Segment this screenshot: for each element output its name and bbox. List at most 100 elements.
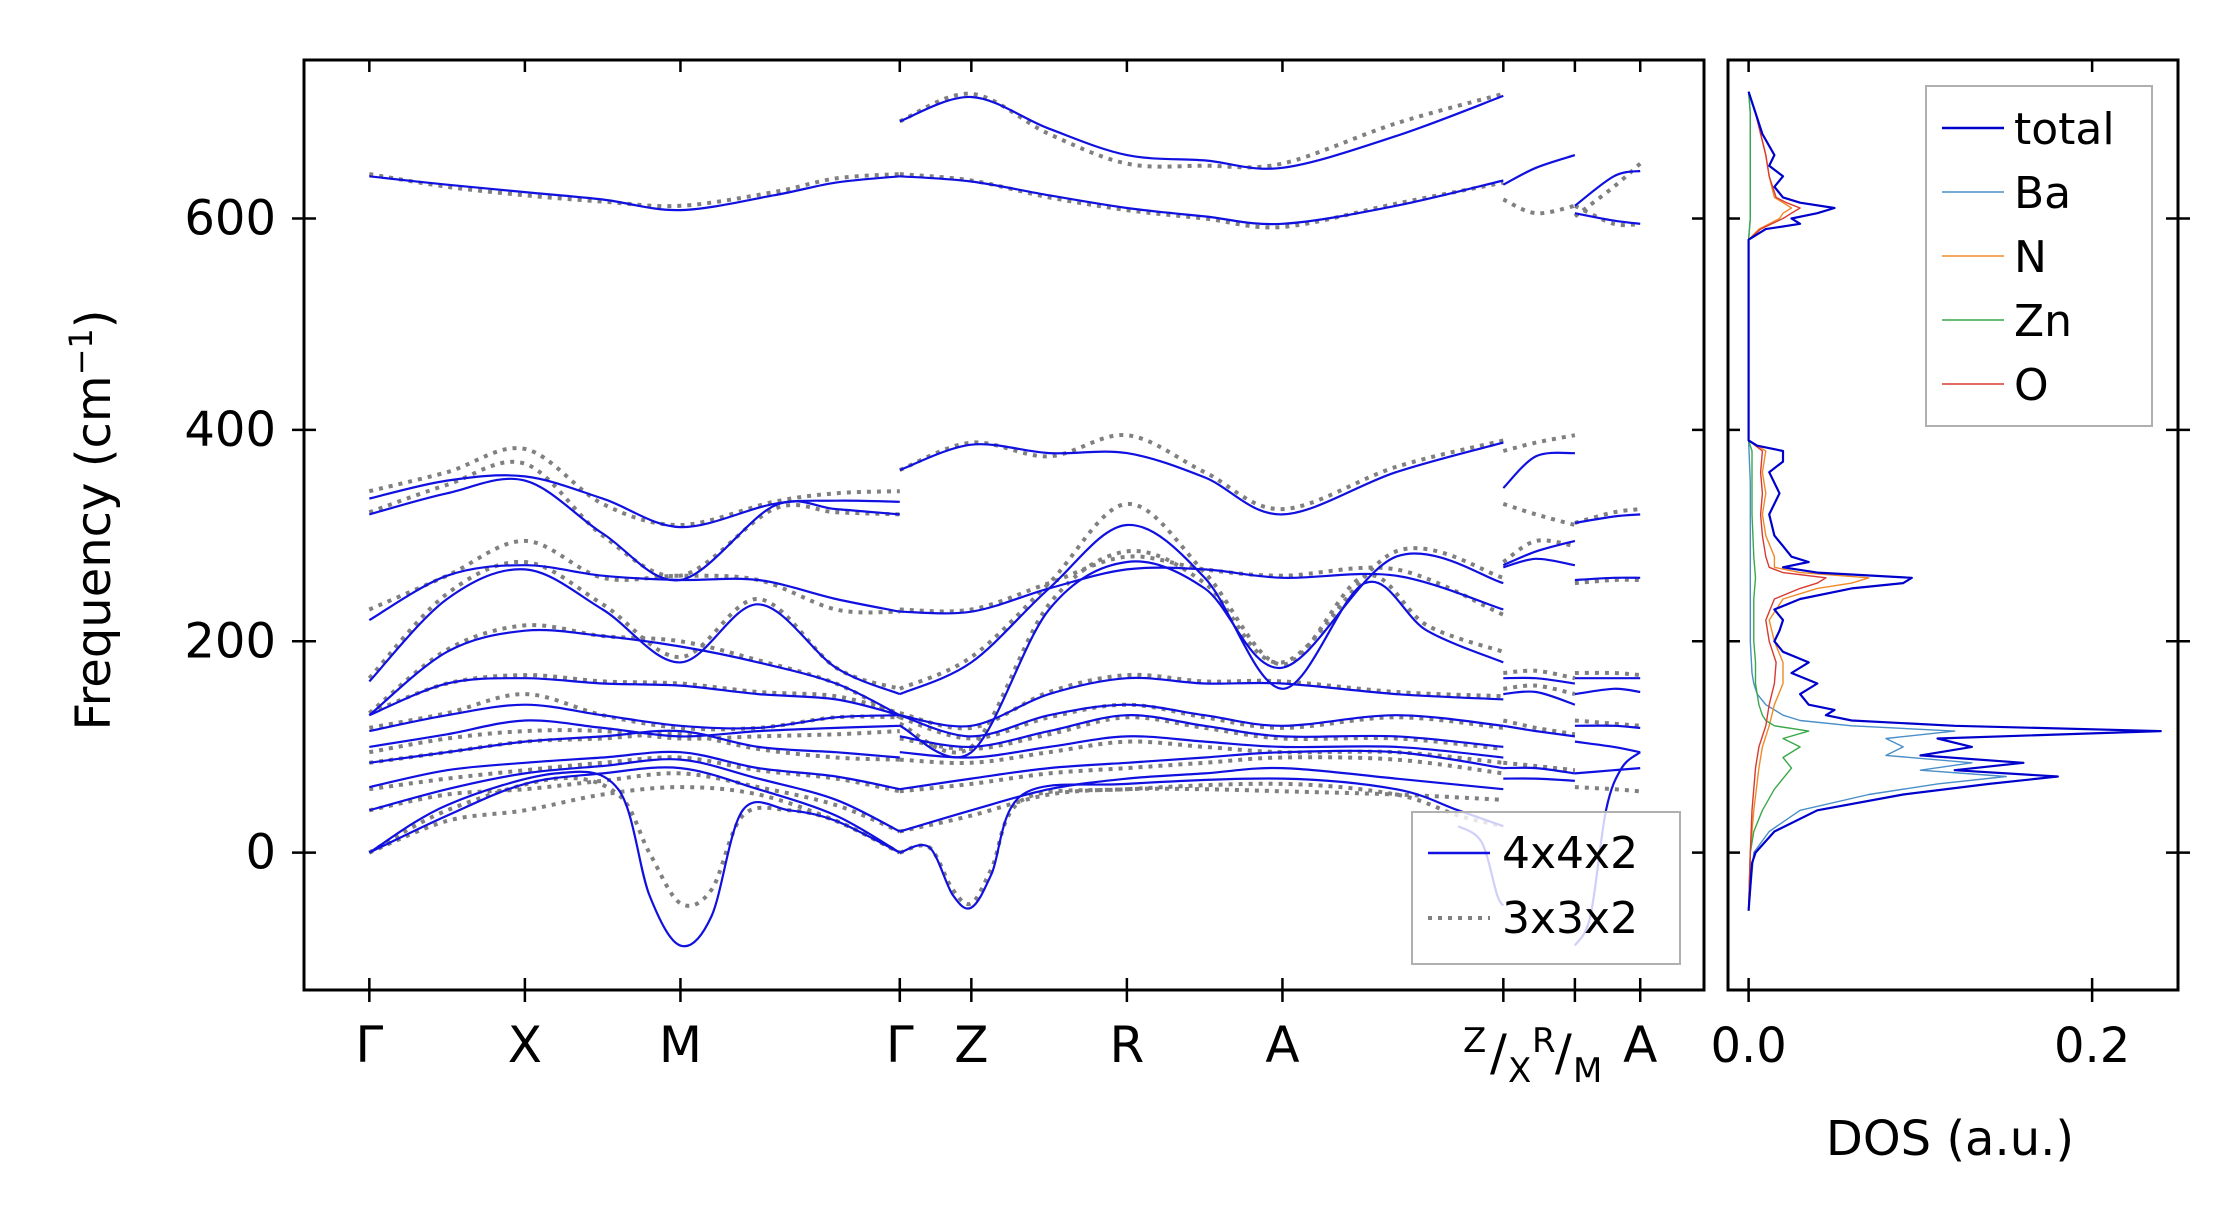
band-3x3x2-2 (898, 91, 1504, 170)
dos-xtick-label-0: 0.0 (1710, 1018, 1786, 1074)
dos-legend-label-O: O (2014, 360, 2049, 411)
band-4x4x2-38 (1503, 766, 1576, 775)
band-3x3x2-15 (898, 501, 1504, 691)
dos-legend-label-Zn: Zn (2014, 296, 2072, 347)
band-3x3x2-26 (368, 785, 901, 855)
band-3x3x2-9 (1502, 433, 1576, 453)
band-ytick-label-0: 0 (245, 825, 276, 881)
band-3x3x2-41 (1574, 785, 1641, 794)
band-4x4x2-4 (1574, 169, 1641, 207)
hs-label-7: A (1623, 1016, 1657, 1074)
hs-label-5: R (1110, 1016, 1145, 1074)
band-3x3x2-1 (899, 172, 1504, 230)
dos-plot-frame (1726, 58, 2180, 992)
band-4x4x2-24 (369, 750, 901, 791)
band-ylabel-close: ) (66, 309, 122, 328)
dos-panel: 0.0 0.2 DOS (a.u.) total Ba N Zn O (1710, 58, 2190, 1167)
band-4x4x2-6 (369, 474, 900, 529)
hs-label-6: A (1265, 1016, 1299, 1074)
band-curves (367, 91, 1642, 948)
band-4x4x2-13 (899, 566, 1504, 615)
band-3x3x2-11 (1574, 507, 1641, 525)
band-4x4x2-1 (899, 175, 1504, 226)
composite-hs-label: Z / X R / M (1463, 1021, 1602, 1091)
band-4x4x2-2 (899, 94, 1504, 170)
band-3x3x2-37 (1502, 718, 1576, 737)
band-3x3x2-6 (368, 446, 900, 528)
band-3x3x2-20 (368, 623, 901, 720)
dos-line-total (1747, 91, 2162, 911)
band-3x3x2-38 (1503, 760, 1576, 773)
band-4x4x2-30 (899, 714, 1504, 749)
band-4x4x2-36 (1503, 690, 1576, 706)
legend-label-4x4x2: 4x4x2 (1502, 828, 1638, 879)
hs-label-z: Z (1463, 1021, 1486, 1061)
dos-xtick-label-1: 0.2 (2054, 1018, 2130, 1074)
band-4x4x2-10 (1574, 513, 1641, 524)
band-4x4x2-18 (1574, 576, 1641, 582)
band-4x4x2-25 (369, 758, 901, 833)
band-3x3x2-13 (367, 559, 901, 691)
band-4x4x2-3 (1502, 154, 1576, 186)
hs-label-2: M (659, 1016, 702, 1074)
band-3x3x2-35 (1503, 668, 1576, 681)
band-3x3x2-8 (899, 433, 1504, 512)
band-4x4x2-19 (368, 677, 901, 717)
dos-curves (1747, 91, 2162, 911)
band-ytick-label-2: 400 (184, 402, 276, 458)
hs-label-slash-2: / (1555, 1024, 1572, 1082)
dos-legend: total Ba N Zn O (1925, 85, 2153, 427)
band-4x4x2-7 (369, 477, 900, 582)
band-3x3x2-21 (368, 692, 900, 732)
band-ytick-label-1: 200 (184, 613, 276, 669)
band-3x3x2-3 (1502, 197, 1576, 216)
dos-legend-label-total: total (2014, 104, 2115, 155)
band-4x4x2-23 (369, 729, 900, 764)
band-4x4x2-29 (899, 703, 1504, 738)
band-4x4x2-12 (368, 568, 901, 696)
band-legend-frame (1411, 811, 1681, 965)
high-symmetry-lines (368, 60, 1642, 990)
dos-x-ticks: 0.0 0.2 (1710, 60, 2130, 1074)
band-4x4x2-44 (1574, 767, 1641, 775)
hs-label-1: X (508, 1016, 542, 1074)
band-4x4x2-28 (899, 676, 1504, 728)
band-4x4x2-37 (1503, 724, 1576, 738)
band-4x4x2-31 (899, 735, 1504, 759)
dos-xlabel: DOS (a.u.) (1826, 1111, 2074, 1167)
band-3x3x2-12 (368, 538, 900, 615)
band-4x4x2-8 (899, 441, 1504, 516)
band-legend: 4x4x2 3x3x2 (1411, 811, 1681, 965)
band-4x4x2-5 (1574, 212, 1641, 225)
band-ytick-label-3: 600 (184, 191, 276, 247)
band-series-4x4x2 (368, 94, 1641, 948)
hs-label-0: Γ (355, 1016, 383, 1074)
band-plot-frame (302, 58, 1706, 992)
band-3x3x2-5 (1573, 162, 1642, 218)
band-3x3x2-33 (899, 786, 1504, 834)
band-ylabel-main: Frequency (cm (66, 375, 122, 730)
dos-legend-label-Ba: Ba (2014, 168, 2071, 219)
band-3x3x2-36 (1503, 683, 1576, 697)
band-4x4x2-20 (368, 628, 901, 717)
band-4x4x2-43 (1574, 740, 1641, 754)
dos-line-Zn (1747, 91, 1810, 911)
band-y-ticks: 0 200 400 600 (184, 191, 1704, 881)
band-ylabel-sup: −1 (62, 328, 100, 375)
band-4x4x2-39 (1503, 777, 1575, 782)
band-4x4x2-35 (1503, 676, 1576, 685)
hs-label-r: R (1532, 1021, 1556, 1061)
hs-label-x-sub: X (1508, 1051, 1531, 1091)
band-4x4x2-33 (899, 766, 1504, 833)
band-3x3x2-39 (1574, 670, 1641, 678)
hs-label-4: Z (954, 1016, 988, 1074)
band-3x3x2-28 (899, 672, 1504, 731)
dos-legend-label-N: N (2014, 232, 2047, 283)
band-4x4x2-0 (369, 175, 900, 212)
band-3x3x2-10 (1502, 501, 1576, 527)
band-4x4x2-14 (899, 523, 1504, 696)
dos-line-O (1747, 91, 1827, 911)
